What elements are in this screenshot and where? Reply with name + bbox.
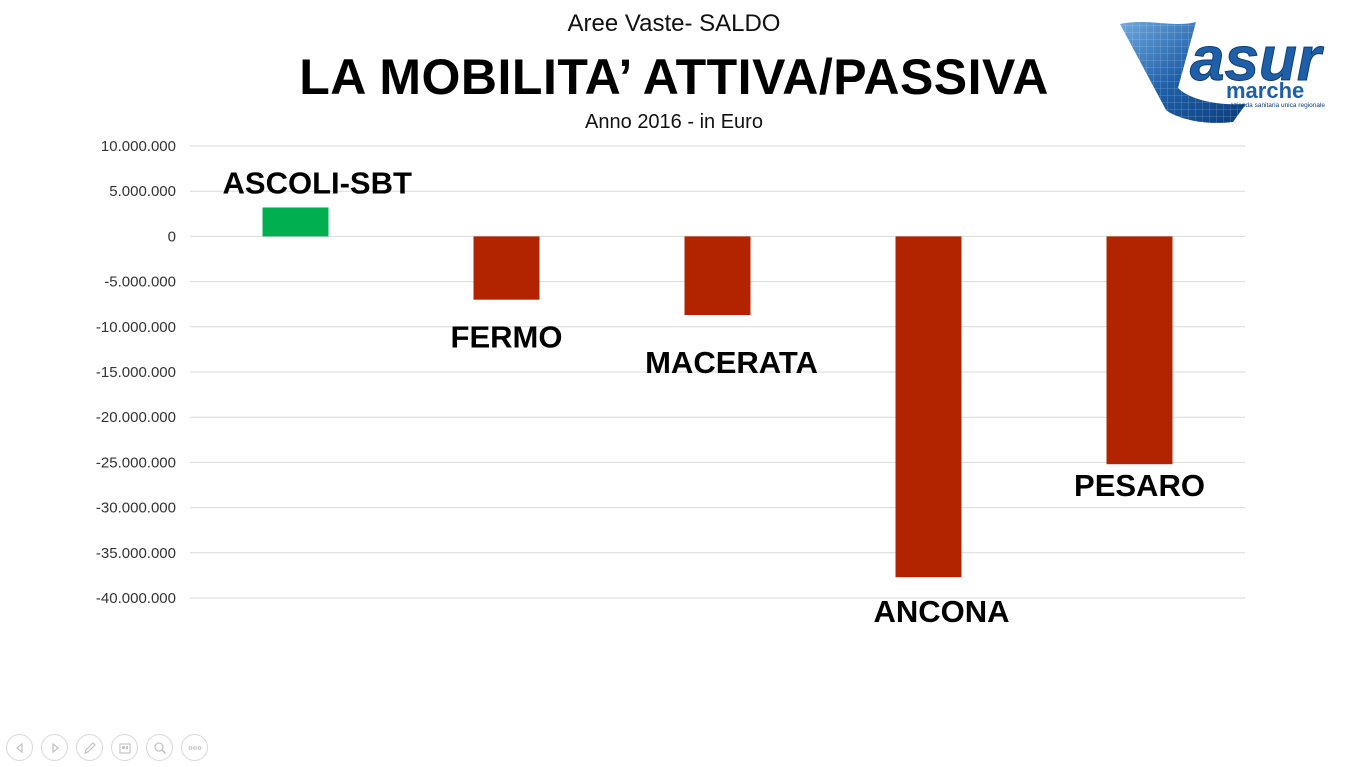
y-tick-label: -25.000.000 [96, 454, 176, 471]
slideshow-controls [6, 734, 208, 761]
bar-fermo [473, 236, 540, 300]
asur-marche-logo: asur marche azienda sanitaria unica regi… [1118, 18, 1344, 128]
y-tick-label: -40.000.000 [96, 590, 176, 607]
bars [262, 207, 1173, 578]
category-labels: ASCOLI-SBT FERMO MACERATA ANCONA PESARO [223, 165, 1205, 629]
y-tick-label: 0 [168, 228, 176, 245]
y-tick-label: 10.000.000 [101, 138, 176, 155]
category-label: ASCOLI-SBT [223, 165, 413, 200]
category-label: ANCONA [873, 594, 1009, 629]
y-tick-label: -5.000.000 [104, 274, 176, 291]
y-tick-label: -30.000.000 [96, 500, 176, 517]
chart-subtitle: Anno 2016 - in Euro [585, 111, 763, 133]
more-icon[interactable] [181, 734, 208, 761]
y-tick-label: -15.000.000 [96, 364, 176, 381]
page-title: LA MOBILITA’ ATTIVA/PASSIVA [299, 49, 1049, 105]
bar-pesaro [1106, 236, 1173, 465]
chart-supertitle: Aree Vaste- SALDO [567, 10, 781, 37]
zoom-icon[interactable] [146, 734, 173, 761]
logo-name-text: marche [1226, 78, 1304, 103]
y-tick-label: -10.000.000 [96, 319, 176, 336]
y-tick-label: 5.000.000 [109, 183, 176, 200]
next-icon[interactable] [41, 734, 68, 761]
bar-macerata [684, 236, 751, 316]
y-axis-ticks: 10.000.000 5.000.000 0 -5.000.000 -10.000.00… [96, 138, 176, 607]
category-label: MACERATA [645, 345, 818, 380]
logo-tagline-text: azienda sanitaria unica regionale [1230, 102, 1325, 109]
logo-brand-text: asur [1190, 25, 1324, 94]
y-tick-label: -20.000.000 [96, 409, 176, 426]
bar-ancona [895, 236, 962, 578]
category-label: FERMO [451, 320, 563, 355]
pen-icon[interactable] [76, 734, 103, 761]
y-tick-label: -35.000.000 [96, 545, 176, 562]
bar-ascoli-sbt [262, 207, 329, 237]
slides-icon[interactable] [111, 734, 138, 761]
previous-icon[interactable] [6, 734, 33, 761]
category-label: PESARO [1074, 468, 1205, 503]
